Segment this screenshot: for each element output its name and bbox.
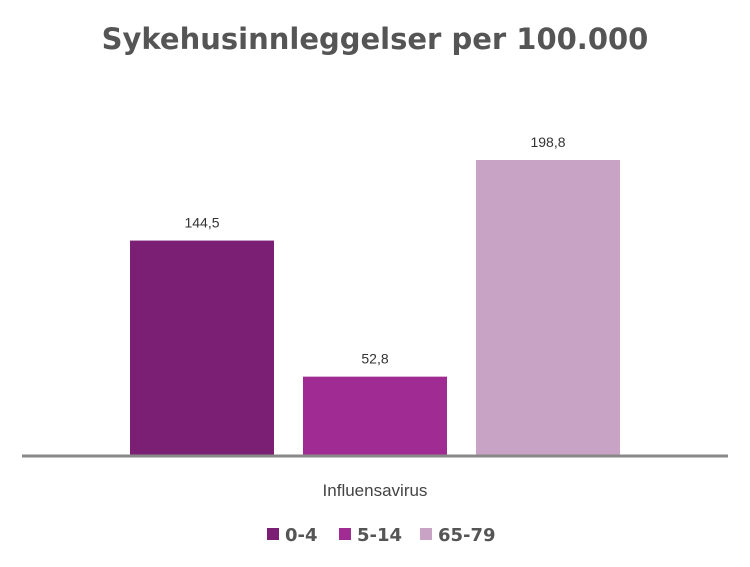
legend: 0-4 5-14 65-79 (267, 525, 496, 546)
data-label: 52,8 (361, 351, 388, 367)
legend-swatch (267, 528, 279, 540)
bar-65-79 (476, 160, 620, 455)
data-label: 198,8 (530, 134, 565, 150)
bar-0-4 (130, 240, 274, 455)
category-label: Influensavirus (323, 481, 428, 500)
legend-label: 65-79 (438, 525, 496, 546)
legend-swatch (339, 528, 351, 540)
data-label: 144,5 (184, 215, 219, 231)
legend-swatch (420, 528, 432, 540)
chart-title: Sykehusinnleggelser per 100.000 (102, 22, 649, 56)
bar-5-14 (303, 376, 447, 455)
legend-label: 0-4 (285, 525, 318, 546)
legend-label: 5-14 (357, 525, 402, 546)
